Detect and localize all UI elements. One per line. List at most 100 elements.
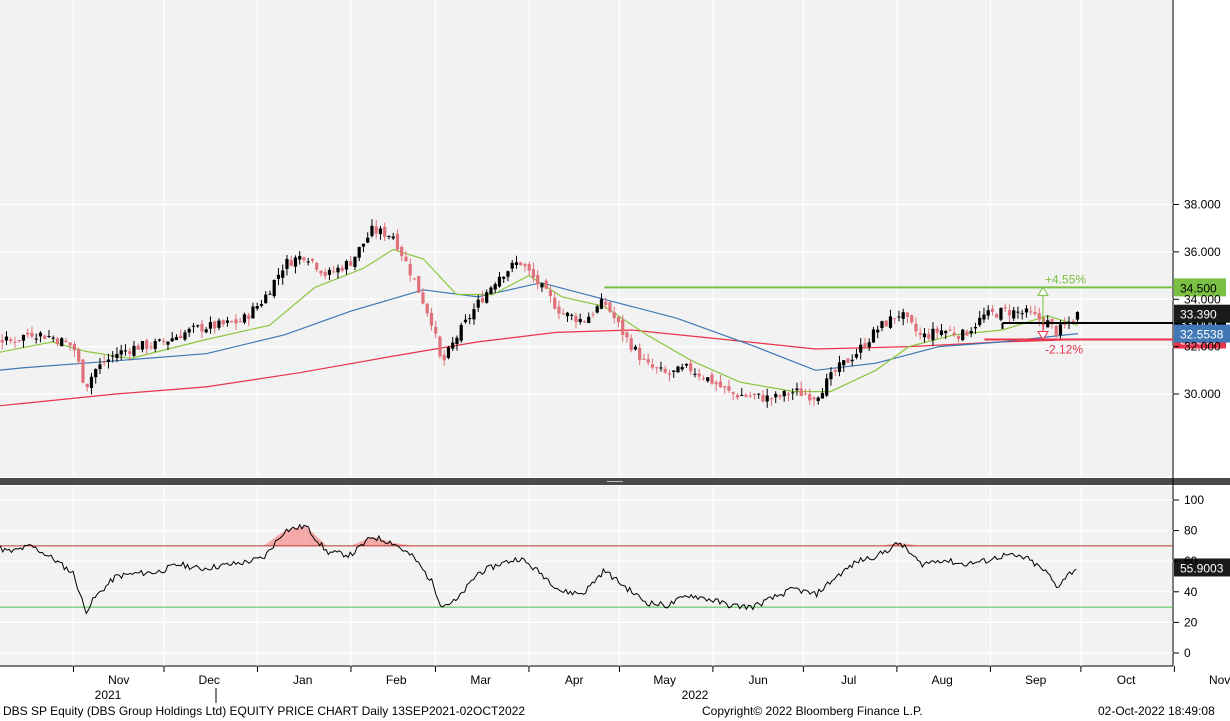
candle-down (642, 358, 646, 360)
candle-up (978, 317, 982, 326)
candle-up (217, 320, 221, 328)
candle-up (251, 306, 255, 319)
candle-down (846, 358, 850, 363)
candle-down (523, 264, 527, 267)
candle-up (982, 314, 986, 320)
candle-down (833, 370, 837, 372)
price-tick-label: 32.000 (1184, 340, 1221, 354)
candle-down (965, 331, 969, 336)
candle-down (918, 332, 922, 335)
candle-down (638, 347, 642, 361)
candle-down (434, 326, 438, 334)
candle-up (170, 338, 174, 342)
chart-timestamp: 02-Oct-2022 18:49:08 (1098, 704, 1215, 718)
candle-down (1050, 318, 1054, 325)
candle-down (238, 321, 242, 323)
candle-down (650, 364, 655, 368)
candle-up (659, 367, 663, 369)
candle-down (1029, 311, 1033, 313)
candle-down (769, 398, 774, 400)
candle-up (684, 363, 689, 366)
candle-down (752, 393, 757, 396)
candle-up (187, 328, 191, 333)
candle-up (293, 257, 298, 267)
candle-up (969, 330, 973, 334)
candle-down (927, 334, 931, 339)
candle-down (0, 340, 4, 343)
rsi-tick-label: 0 (1184, 646, 1191, 660)
candle-up (973, 327, 978, 329)
candle-down (412, 278, 417, 280)
candle-down (374, 226, 378, 234)
candle-up (506, 271, 510, 277)
candle-down (812, 397, 816, 400)
candle-up (38, 332, 43, 337)
candle-down (404, 256, 408, 262)
candle-up (931, 328, 935, 341)
candle-up (174, 336, 179, 340)
candle-down (383, 226, 387, 237)
moving-averages (0, 248, 1079, 407)
year-label: 2021 (95, 688, 122, 702)
candle-down (952, 332, 956, 336)
last-price-label: 33.390 (1180, 308, 1217, 322)
candle-down (625, 332, 629, 338)
candle-down (417, 276, 421, 293)
candle-down (561, 313, 565, 315)
candle-down (1007, 310, 1012, 316)
candle-down (956, 336, 961, 339)
chart-description: DBS SP Equity (DBS Group Holdings Ltd) E… (3, 704, 526, 718)
target-levels: 34.50033.00032.300+4.55%-2.12%33.39032.5… (604, 272, 1230, 577)
month-label: Jan (293, 673, 312, 687)
candle-down (442, 354, 446, 361)
candle-up (570, 314, 574, 316)
level-label-box (1174, 278, 1226, 297)
candle-down (349, 261, 353, 266)
candle-down (723, 386, 727, 388)
candle-up (357, 246, 361, 258)
candle-down (85, 383, 89, 388)
candle-down (289, 260, 293, 266)
candle-down (761, 395, 765, 402)
candle-up (850, 359, 854, 362)
candle-up (854, 354, 859, 358)
month-label: Mar (470, 673, 491, 687)
candle-down (689, 363, 693, 372)
candle-up (791, 392, 795, 394)
rsi-last-value-label: 55.9003 (1180, 561, 1224, 575)
candle-up (510, 262, 514, 269)
rsi-line (0, 523, 1077, 615)
candle-down (136, 345, 140, 350)
candle-up (472, 309, 476, 320)
candle-down (608, 302, 612, 312)
candle-down (429, 312, 434, 326)
candle-down (531, 269, 536, 278)
candle-up (366, 237, 370, 243)
candle-down (1063, 323, 1067, 325)
candle-down (935, 328, 939, 333)
month-label: Dec (199, 673, 220, 687)
candle-down (408, 263, 412, 276)
candle-up (361, 243, 366, 247)
rsi-tick-label: 40 (1184, 585, 1198, 599)
month-label: Apr (565, 673, 584, 687)
month-label: Nov (108, 673, 129, 687)
candle-up (370, 225, 374, 236)
candle-up (944, 331, 948, 334)
candle-down (731, 392, 735, 395)
candle-down (557, 306, 561, 314)
candle-down (55, 338, 60, 345)
candle-up (378, 228, 383, 235)
price-panel-background (0, 0, 1173, 477)
candle-up (672, 370, 676, 373)
candle-up (497, 276, 502, 287)
ma-mid-value-label: 32.5538 (1180, 328, 1224, 342)
candle-up (676, 366, 680, 373)
month-label: Feb (386, 673, 407, 687)
candle-up (298, 255, 302, 260)
candle-up (306, 261, 310, 263)
candle-down (893, 318, 897, 320)
candle-up (774, 393, 778, 398)
candle-down (247, 315, 251, 319)
candle-down (234, 319, 238, 324)
